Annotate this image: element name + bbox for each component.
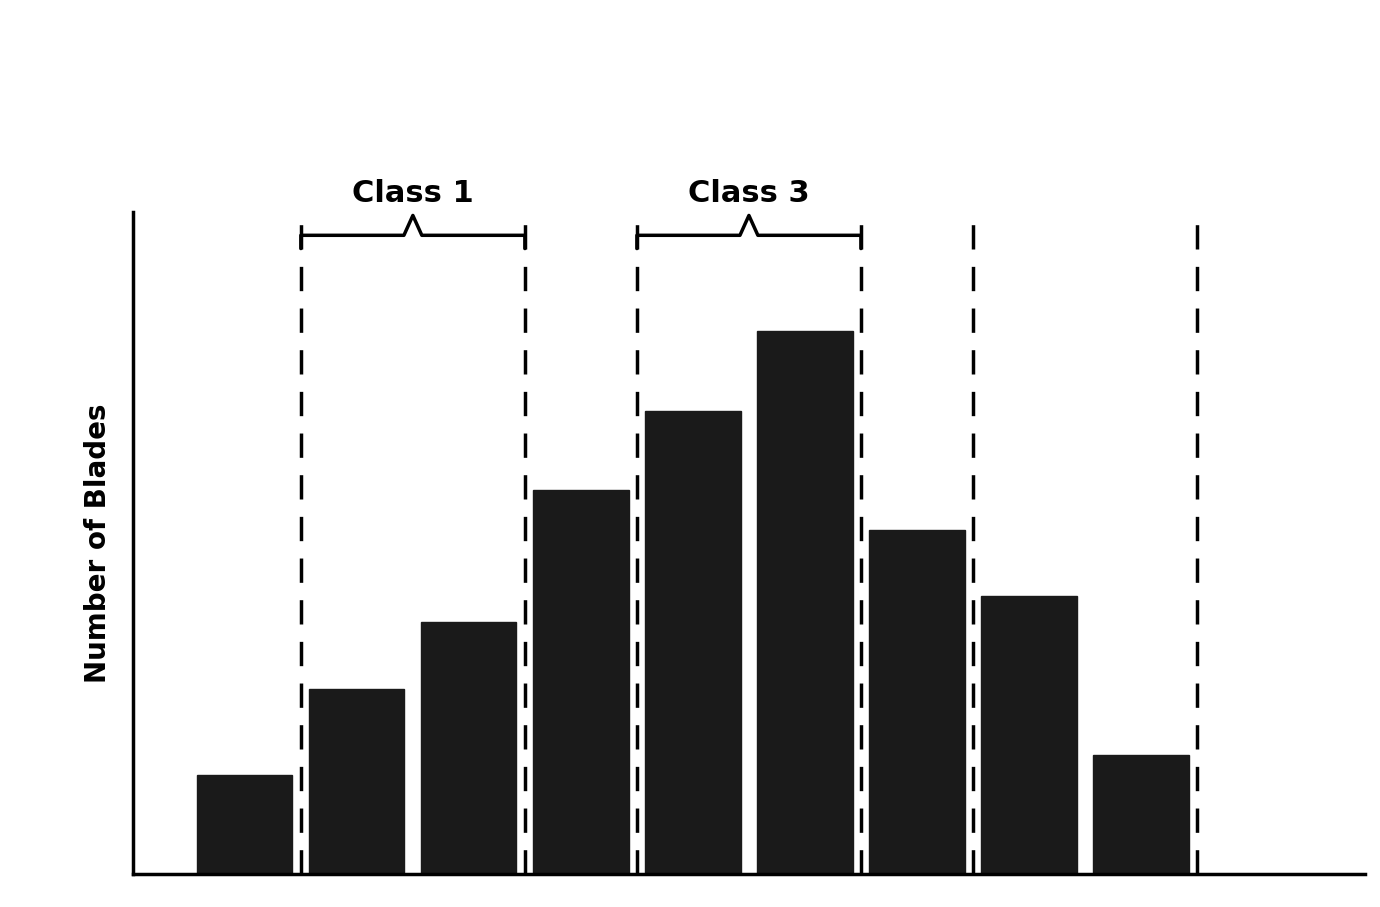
Bar — [533, 490, 628, 873]
Y-axis label: Number of Blades: Number of Blades — [84, 404, 112, 683]
Bar — [197, 775, 293, 873]
Bar — [869, 530, 965, 873]
Bar — [758, 331, 853, 873]
Bar — [309, 688, 404, 873]
Bar — [981, 596, 1076, 873]
Bar — [421, 622, 516, 873]
Bar — [646, 411, 741, 873]
Text: Class 3: Class 3 — [689, 179, 810, 208]
Text: Class 1: Class 1 — [352, 179, 473, 208]
Bar — [1093, 755, 1188, 873]
